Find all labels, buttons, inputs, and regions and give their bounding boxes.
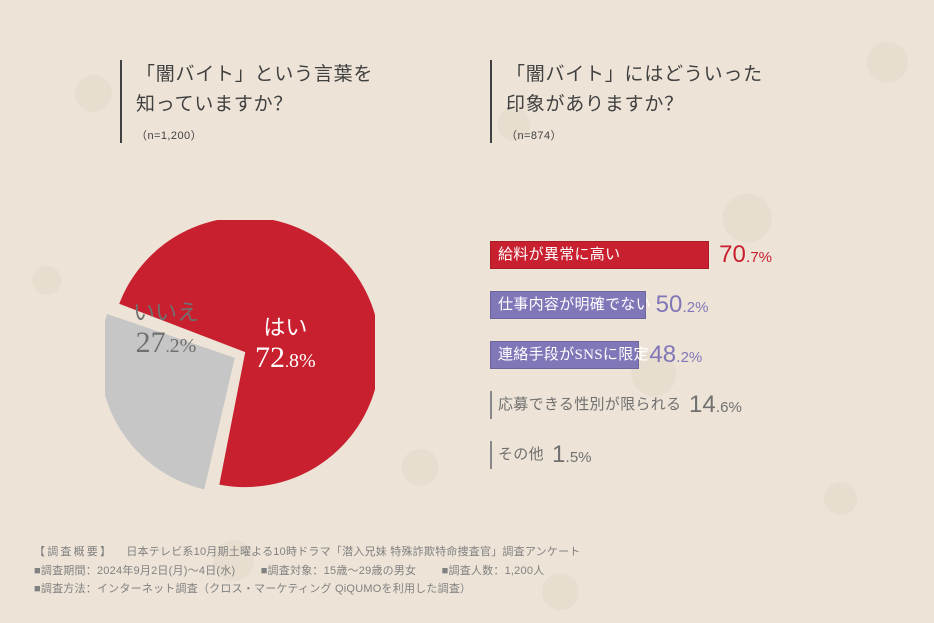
footer-title-label: 【調査概要】 [34, 546, 113, 558]
footer-row1: 【調査概要】 日本テレビ系10月期土曜よる10時ドラマ「潜入兄妹 特殊詐欺特命捜… [34, 543, 581, 562]
footer-title-text: 日本テレビ系10月期土曜よる10時ドラマ「潜入兄妹 特殊詐欺特命捜査官」調査アン… [126, 546, 580, 558]
footer-method: ■調査方法：インターネット調査（クロス・マーケティング QiQUMOを利用した調… [34, 583, 471, 595]
pie-chart: はい 72.8% いいえ 27.2% [105, 220, 375, 490]
bar-label: 応募できる性別が限られる [498, 391, 681, 419]
bar-pct: 48.2% [649, 339, 702, 371]
pie-label-no: いいえ 27.2% [133, 300, 199, 360]
bar-label: 給料が異常に高い [498, 241, 620, 269]
right-panel: 「闇バイト」にはどういった 印象がありますか？ （n=874） [490, 60, 890, 151]
bar-pct: 14.6% [689, 389, 742, 421]
bar-row: 応募できる性別が限られる 14.6% [490, 385, 892, 425]
content-root: 「闇バイト」という言葉を 知っていますか？ （n=1,200） はい 72.8%… [0, 0, 934, 623]
footer-row3: ■調査方法：インターネット調査（クロス・マーケティング QiQUMOを利用した調… [34, 580, 581, 599]
left-question-line1: 「闇バイト」という言葉を [136, 60, 460, 90]
left-panel: 「闇バイト」という言葉を 知っていますか？ （n=1,200） [120, 60, 460, 151]
right-question-line2: 印象がありますか？ [506, 90, 890, 120]
footer-period: ■調査期間：2024年9月2日(月)〜4日(水) [34, 565, 235, 577]
left-heading: 「闇バイト」という言葉を 知っていますか？ （n=1,200） [120, 60, 460, 143]
bar-pct: 1.5% [552, 439, 592, 471]
footer-count: ■調査人数：1,200人 [442, 565, 545, 577]
left-question-line2: 知っていますか？ [136, 90, 460, 120]
right-n-label: （n=874） [506, 127, 890, 143]
right-heading: 「闇バイト」にはどういった 印象がありますか？ （n=874） [490, 60, 890, 143]
pie-yes-name: はい [255, 315, 316, 341]
bar-chart: 給料が異常に高い70.7%仕事内容が明確でない50.2%連絡手段がSNSに限定4… [490, 235, 892, 485]
footer-row2: ■調査期間：2024年9月2日(月)〜4日(水) ■調査対象：15歳〜29歳の男… [34, 562, 581, 581]
bar-label: その他 [498, 441, 544, 469]
survey-footer: 【調査概要】 日本テレビ系10月期土曜よる10時ドラマ「潜入兄妹 特殊詐欺特命捜… [34, 543, 581, 599]
bar-pct: 50.2% [656, 289, 709, 321]
bar-label: 連絡手段がSNSに限定 [498, 341, 649, 369]
right-question-line1: 「闇バイト」にはどういった [506, 60, 890, 90]
bar-pct: 70.7% [719, 239, 772, 271]
bar-row: その他 1.5% [490, 435, 892, 475]
left-n-label: （n=1,200） [136, 127, 460, 143]
pie-no-name: いいえ [133, 300, 199, 326]
bar-label: 仕事内容が明確でない [498, 291, 651, 319]
pie-yes-pct: 72.8% [255, 341, 316, 375]
pie-label-yes: はい 72.8% [255, 315, 316, 375]
footer-target: ■調査対象：15歳〜29歳の男女 [261, 565, 417, 577]
bar-row: 給料が異常に高い 70.7% [490, 235, 892, 275]
pie-no-pct: 27.2% [133, 326, 199, 360]
bar-row: 仕事内容が明確でない50.2% [490, 285, 892, 325]
bar-fill [490, 441, 495, 469]
bar-row: 連絡手段がSNSに限定48.2% [490, 335, 892, 375]
